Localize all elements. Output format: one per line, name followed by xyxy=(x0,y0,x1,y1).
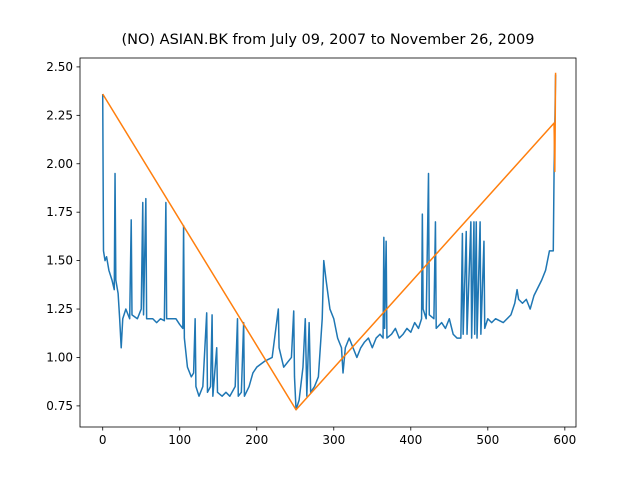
y-tick-label: 2.25 xyxy=(46,108,73,122)
x-tick-label: 300 xyxy=(322,433,345,447)
y-tick-label: 1.50 xyxy=(46,254,73,268)
y-tick-label: 2.00 xyxy=(46,157,73,171)
x-tick-label: 400 xyxy=(399,433,422,447)
x-tick-label: 200 xyxy=(245,433,268,447)
y-tick-label: 1.75 xyxy=(46,205,73,219)
y-tick-label: 0.75 xyxy=(46,399,73,413)
x-tick-label: 0 xyxy=(99,433,107,447)
y-tick-label: 2.50 xyxy=(46,60,73,74)
x-tick-label: 500 xyxy=(476,433,499,447)
data-line xyxy=(102,72,557,411)
y-tick-label: 1.00 xyxy=(46,350,73,364)
x-tick-label: 100 xyxy=(168,433,191,447)
axes-frame xyxy=(79,57,577,428)
chart-title: (NO) ASIAN.BK from July 09, 2007 to Nove… xyxy=(121,32,534,48)
y-tick-label: 1.25 xyxy=(46,302,73,316)
x-tick-label: 600 xyxy=(553,433,576,447)
data-line xyxy=(101,74,557,411)
